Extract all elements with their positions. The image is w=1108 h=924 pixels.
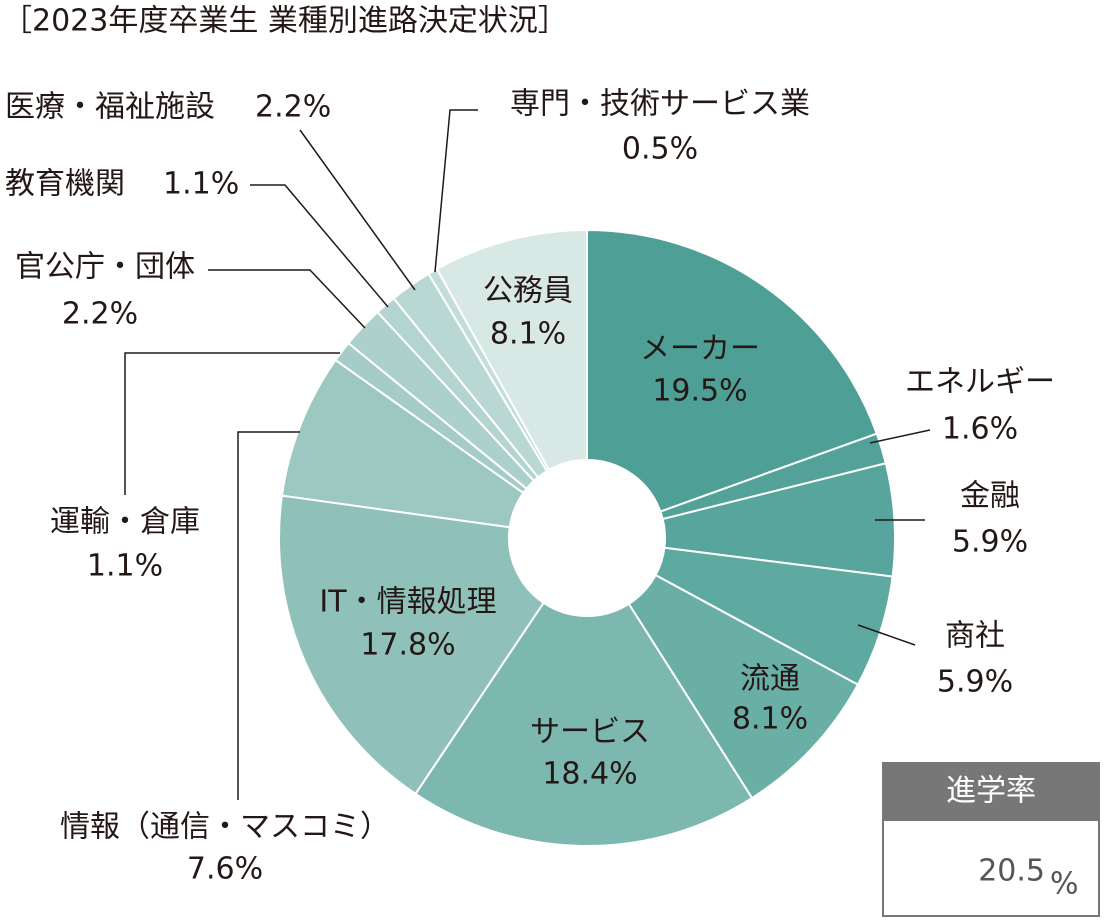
inset-unit: %: [1050, 867, 1079, 902]
category-label: 運輸・倉庫: [50, 505, 200, 540]
inset-box: [882, 819, 1100, 917]
leader-line: [434, 109, 478, 273]
value-label: 18.4%: [542, 757, 637, 792]
value-label: 1.6%: [942, 412, 1018, 447]
leader-line: [237, 431, 300, 800]
category-label: 医療・福祉施設: [5, 90, 215, 125]
leader-line: [857, 624, 916, 646]
value-label: 0.5%: [622, 132, 698, 167]
value-label: 7.6%: [187, 852, 263, 887]
value-label: 17.8%: [360, 628, 455, 663]
donut-slice: [280, 358, 525, 529]
category-label: 官公庁・団体: [15, 250, 195, 285]
value-label: 2.2%: [255, 90, 331, 125]
value-label: 1.1%: [87, 549, 163, 584]
category-label: 流通: [740, 662, 800, 697]
value-label: 8.1%: [490, 317, 566, 352]
value-label: 5.9%: [937, 665, 1013, 700]
inset-value: 20.5: [978, 854, 1045, 889]
category-label: IT・情報処理: [319, 585, 496, 620]
category-label: 専門・技術サービス業: [510, 87, 810, 122]
value-label: 19.5%: [652, 374, 747, 409]
category-label: 情報（通信・マスコミ）: [60, 810, 390, 845]
leader-line: [299, 129, 416, 291]
category-label: エネルギー: [905, 365, 1055, 400]
donut-slice: [278, 494, 545, 796]
leader-line: [208, 269, 366, 329]
donut-slice: [435, 228, 588, 472]
category-label: 商社: [945, 619, 1005, 654]
category-label: メーカー: [640, 332, 760, 367]
category-label: サービス: [530, 715, 650, 750]
leader-line: [869, 429, 931, 444]
donut-slice: [586, 228, 879, 513]
value-label: 8.1%: [732, 702, 808, 737]
chart-title: ［2023年度卒業生 業種別進路決定状況］: [2, 4, 568, 39]
leader-line: [124, 352, 340, 495]
category-label: 教育機関: [5, 167, 125, 202]
value-label: 5.9%: [952, 525, 1028, 560]
category-label: 公務員: [483, 274, 573, 309]
value-label: 1.1%: [163, 167, 239, 202]
inset-label: 進学率: [946, 774, 1036, 809]
category-label: 金融: [960, 479, 1020, 514]
donut-slice: [414, 601, 754, 847]
donut-slice: [627, 573, 860, 800]
leader-line: [250, 184, 389, 308]
value-label: 2.2%: [62, 297, 138, 332]
inset-header: [882, 762, 1100, 820]
